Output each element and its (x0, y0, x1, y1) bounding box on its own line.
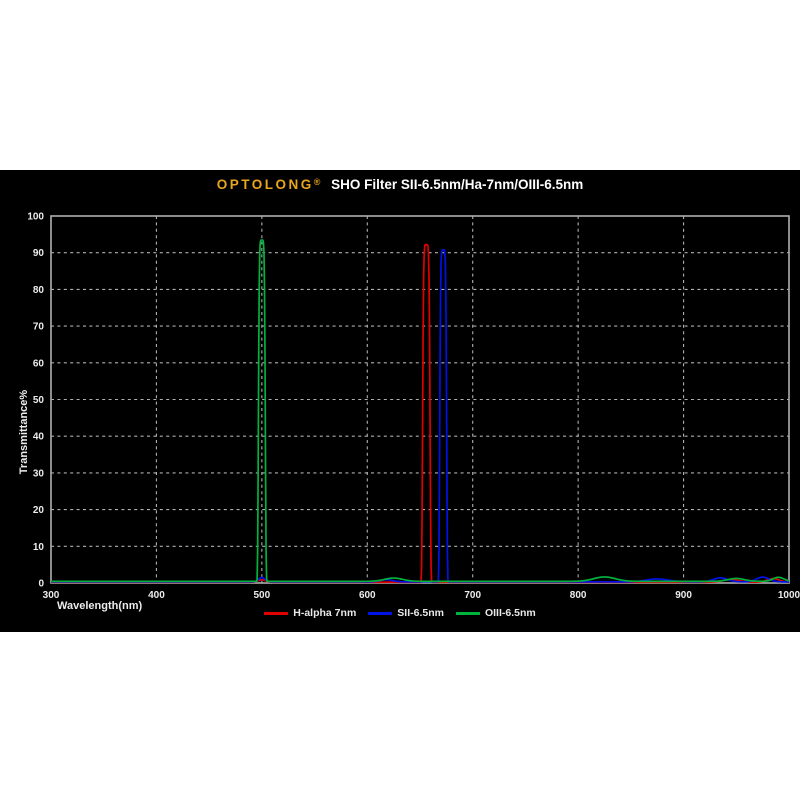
y-tick-label-10: 10 (33, 542, 45, 553)
y-tick-label-100: 100 (27, 212, 44, 223)
x-tick-label-800: 800 (570, 590, 587, 601)
x-tick-label-500: 500 (254, 590, 271, 601)
x-tick-label-400: 400 (148, 590, 165, 601)
legend-label-oiii-6-5nm: OIII-6.5nm (484, 607, 536, 619)
curve-h-alpha-7nm (50, 243, 790, 584)
spectrum-plot: 0 10 20 30 40 50 60 70 80 90 100 300 400 500 600 700 800… (27, 212, 800, 602)
chart-panel: OPTOLONG® SHO Filter SII-6.5nm/Ha-7nm/OI… (0, 170, 800, 632)
x-tick-label-900: 900 (675, 590, 692, 601)
y-tick-label-30: 30 (33, 468, 45, 479)
legend-item-oiii-6-5nm: OIII-6.5nm (455, 607, 536, 619)
chart-title-text: SHO Filter SII-6.5nm/Ha-7nm/OIII-6.5nm (331, 177, 584, 192)
y-tick-label-80: 80 (33, 285, 45, 296)
optolong-logo: OPTOLONG (216, 177, 314, 192)
x-axis-label: Wavelength(nm) (57, 600, 143, 612)
y-tick-label-60: 60 (33, 358, 45, 369)
y-tick-label-20: 20 (33, 505, 45, 516)
y-tick-label-0: 0 (38, 579, 44, 590)
legend-label-h-alpha-7nm: H-alpha 7nm (293, 607, 357, 619)
legend-swatch-oiii-6-5nm (455, 611, 480, 615)
legend-item-h-alpha-7nm: H-alpha 7nm (264, 607, 356, 619)
x-tick-label-700: 700 (464, 590, 481, 601)
registered-mark: ® (313, 177, 321, 187)
y-tick-label-70: 70 (33, 322, 45, 333)
legend: H-alpha 7nm SII-6.5nm OIII-6.5nm (0, 607, 800, 619)
y-tick-label-40: 40 (33, 432, 45, 443)
chart-title: OPTOLONG® SHO Filter SII-6.5nm/Ha-7nm/OI… (0, 177, 800, 192)
x-tick-label-1000: 1000 (778, 590, 800, 601)
y-tick-label-90: 90 (33, 248, 45, 259)
curve-sii-6-5nm (50, 248, 790, 583)
y-axis-label: Transmittance% (18, 389, 30, 475)
legend-label-sii-6-5nm: SII-6.5nm (397, 607, 444, 619)
legend-swatch-h-alpha-7nm (264, 611, 289, 615)
x-tick-label-300: 300 (43, 590, 60, 601)
legend-swatch-sii-6-5nm (368, 611, 393, 615)
curve-oiii-6-5nm (50, 239, 790, 583)
x-tick-label-600: 600 (359, 590, 376, 601)
legend-item-sii-6-5nm: SII-6.5nm (368, 607, 444, 619)
y-tick-label-50: 50 (33, 395, 45, 406)
